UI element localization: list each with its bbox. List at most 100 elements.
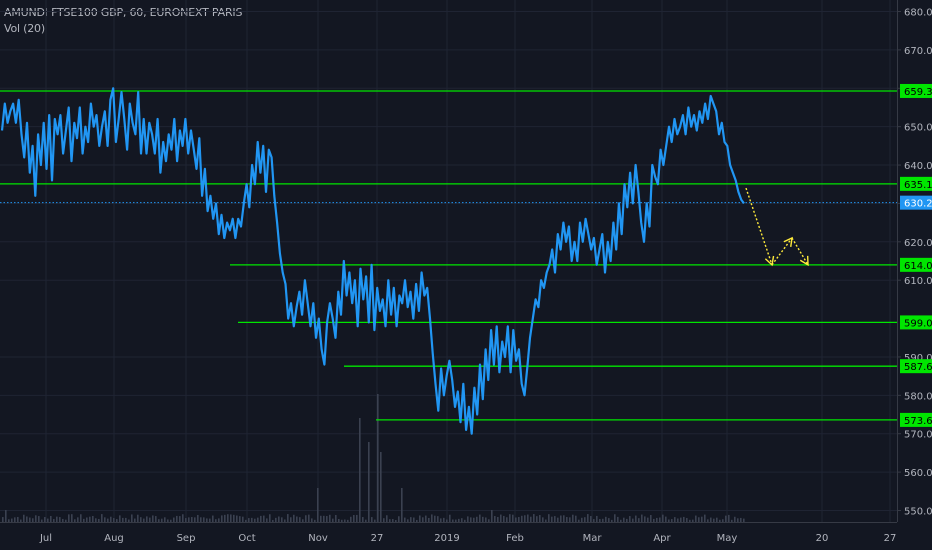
volume-bar (575, 515, 577, 522)
volume-bar (584, 517, 586, 522)
volume-bar (581, 517, 583, 522)
volume-bar (182, 514, 184, 522)
volume-bar (320, 515, 322, 522)
volume-bar (44, 517, 46, 522)
volume-bar (452, 519, 454, 522)
volume-bar (227, 514, 229, 522)
volume-bar (479, 514, 481, 522)
projection-segment (791, 237, 809, 266)
level-price-label: 573.6 (904, 416, 932, 427)
volume-bar (488, 519, 490, 522)
volume-bar (92, 515, 94, 522)
volume-bar (32, 518, 34, 522)
volume-bar (437, 516, 439, 522)
price-series-line (0, 87, 745, 435)
volume-bar (53, 519, 55, 522)
volume-bar (455, 519, 457, 522)
volume-bar (332, 518, 334, 522)
level-price-label-bg (900, 412, 932, 427)
volume-bar (578, 519, 580, 522)
volume-bar (50, 515, 52, 522)
volume-bar (236, 515, 238, 522)
volume-bar (224, 514, 226, 522)
volume-bar (671, 519, 673, 522)
projection-arrowhead (764, 255, 775, 267)
volume-bar (47, 518, 49, 522)
volume-bar (638, 518, 640, 522)
volume-bar (542, 517, 544, 522)
volume-bar (740, 517, 742, 522)
volume-bar (137, 514, 139, 522)
level-price-label-bg (900, 176, 932, 191)
volume-bar (623, 517, 625, 522)
time-axis-label: 27 (371, 533, 384, 544)
current-price-label: 630.2 (904, 199, 932, 210)
volume-bar (602, 518, 604, 522)
volume-bar (650, 515, 652, 522)
volume-bar (737, 518, 739, 522)
volume-bar (116, 519, 118, 522)
volume-bar (395, 519, 397, 522)
volume-bar (350, 516, 352, 522)
volume-bar (194, 517, 196, 522)
volume-bar (29, 517, 31, 522)
volume-bar (548, 514, 550, 522)
volume-bar (257, 517, 259, 522)
volume-bar (422, 517, 424, 522)
volume-bar (305, 515, 307, 522)
volume-bar (569, 517, 571, 522)
volume-bar (431, 514, 433, 522)
volume-bar (269, 514, 271, 522)
volume-bar (608, 518, 610, 522)
volume-bar (5, 510, 7, 522)
volume-bar (653, 518, 655, 522)
volume-bar (293, 514, 295, 522)
volume-bar (446, 519, 448, 522)
volume-bar (278, 516, 280, 522)
volume-bar (383, 518, 385, 522)
volume-bar (152, 515, 154, 522)
volume-bar (14, 517, 16, 522)
volume-bar (527, 514, 529, 522)
volume-bar (677, 518, 679, 522)
volume-bar (122, 517, 124, 522)
price-axis-label: 640.0 (904, 161, 932, 172)
volume-bar (107, 518, 109, 522)
volume-bar (533, 514, 535, 522)
volume-bar (35, 515, 37, 522)
volume-bar (260, 515, 262, 522)
volume-bar (509, 514, 511, 522)
price-axis-label: 650.0 (904, 123, 932, 134)
volume-bar (251, 517, 253, 522)
price-axis-label: 680.0 (904, 8, 932, 19)
volume-bar (98, 518, 100, 522)
volume-bar (113, 518, 115, 522)
volume-bar (374, 519, 376, 522)
volume-bar (725, 515, 727, 522)
volume-bar (356, 514, 358, 522)
volume-bar (125, 517, 127, 522)
volume-bar (38, 516, 40, 522)
volume-bar (497, 517, 499, 522)
volume-bar (557, 517, 559, 522)
level-price-label: 599.0 (904, 318, 932, 329)
volume-bar (65, 519, 67, 522)
volume-bar (392, 519, 394, 522)
volume-bar (692, 519, 694, 522)
volume-bar (587, 514, 589, 522)
volume-bar (326, 516, 328, 522)
level-price-label-bg (900, 359, 932, 374)
volume-bar (212, 515, 214, 522)
volume-bar (233, 514, 235, 522)
volume-bar (368, 442, 370, 522)
volume-bar (722, 519, 724, 522)
volume-bar (230, 514, 232, 522)
volume-bar (698, 517, 700, 522)
volume-bar (731, 519, 733, 522)
volume-bar (158, 519, 160, 522)
volume-bar (74, 519, 76, 522)
current-price-label-bg (900, 195, 932, 210)
volume-bar (329, 514, 331, 522)
volume-bar (659, 517, 661, 522)
